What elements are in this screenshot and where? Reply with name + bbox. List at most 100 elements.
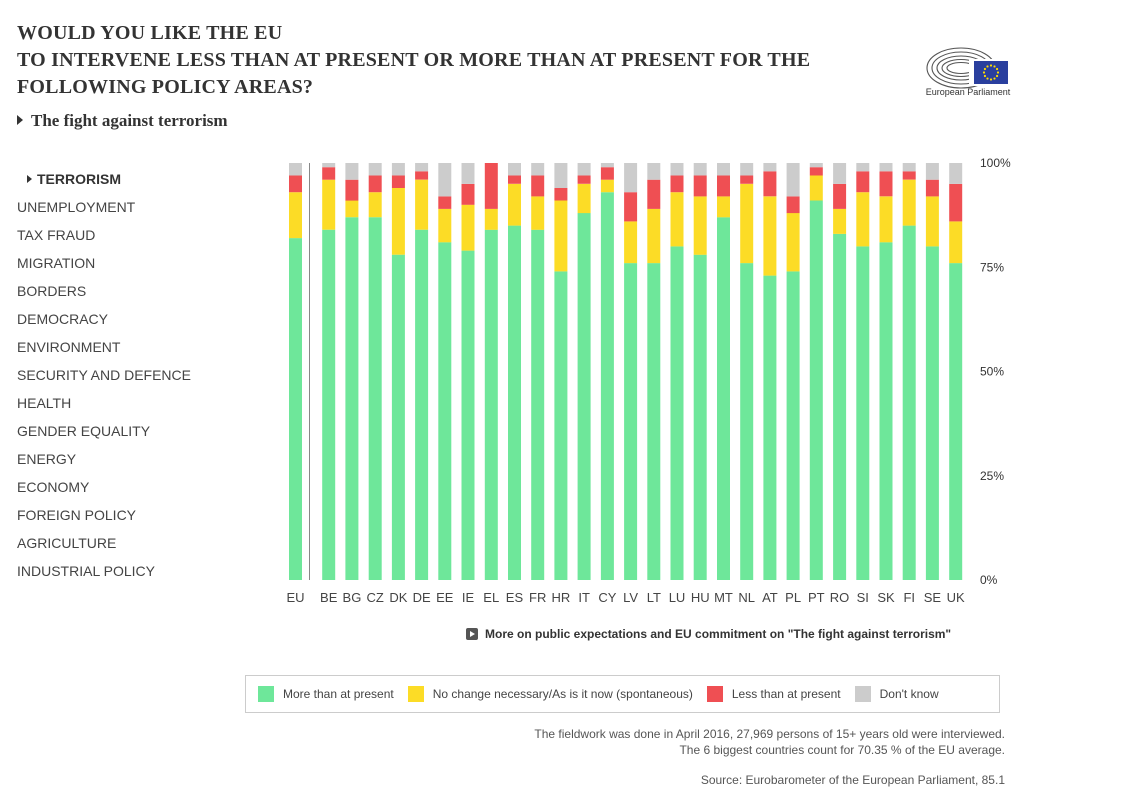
bar-segment-more bbox=[670, 246, 684, 580]
bar-nl[interactable] bbox=[740, 163, 754, 580]
topic-item-democracy[interactable]: DEMOCRACY bbox=[17, 309, 191, 337]
bar-at[interactable] bbox=[763, 163, 777, 580]
bar-segment-less bbox=[856, 171, 870, 193]
x-tick-label: MT bbox=[714, 590, 733, 605]
bar-segment-no-change bbox=[647, 208, 661, 264]
bar-segment-dont-know bbox=[415, 163, 429, 172]
topic-label: DEMOCRACY bbox=[17, 311, 109, 327]
bar-segment-less bbox=[600, 167, 614, 180]
eu-flag-icon bbox=[974, 61, 1008, 84]
topic-item-agriculture[interactable]: AGRICULTURE bbox=[17, 533, 191, 561]
bar-segment-more bbox=[415, 229, 429, 580]
bar-pt[interactable] bbox=[809, 163, 823, 580]
bar-segment-no-change bbox=[949, 221, 963, 264]
bar-lu[interactable] bbox=[670, 163, 684, 580]
bar-bg[interactable] bbox=[345, 163, 359, 580]
bar-be[interactable] bbox=[322, 163, 336, 580]
play-icon bbox=[466, 628, 478, 640]
x-tick-label: UK bbox=[947, 590, 965, 605]
bar-segment-dont-know bbox=[345, 163, 359, 180]
bar-fr[interactable] bbox=[531, 163, 545, 580]
bar-segment-dont-know bbox=[554, 163, 568, 188]
topic-item-migration[interactable]: MIGRATION bbox=[17, 253, 191, 281]
bar-pl[interactable] bbox=[786, 163, 800, 580]
bar-hu[interactable] bbox=[693, 163, 707, 580]
legend-label: Less than at present bbox=[731, 687, 841, 701]
legend-item-less[interactable]: Less than at present bbox=[706, 686, 841, 702]
topic-label: TAX FRAUD bbox=[17, 227, 96, 243]
bar-segment-less bbox=[415, 171, 429, 180]
bar-si[interactable] bbox=[856, 163, 870, 580]
flag-star-icon bbox=[995, 74, 999, 78]
bar-ie[interactable] bbox=[461, 163, 475, 580]
legend-item-no-change[interactable]: No change necessary/As is it now (sponta… bbox=[407, 686, 693, 702]
topic-item-industrial-policy[interactable]: INDUSTRIAL POLICY bbox=[17, 561, 191, 589]
bar-segment-less bbox=[345, 179, 359, 201]
x-tick-label: CZ bbox=[366, 590, 383, 605]
bar-segment-dont-know bbox=[438, 163, 452, 197]
topic-item-energy[interactable]: ENERGY bbox=[17, 449, 191, 477]
topic-item-environment[interactable]: ENVIRONMENT bbox=[17, 337, 191, 365]
bar-segment-less bbox=[554, 188, 568, 201]
topic-item-unemployment[interactable]: UNEMPLOYMENT bbox=[17, 197, 191, 225]
bar-segment-no-change bbox=[531, 196, 545, 230]
bar-uk[interactable] bbox=[949, 163, 963, 580]
topic-item-security-and-defence[interactable]: SECURITY AND DEFENCE bbox=[17, 365, 191, 393]
bar-it[interactable] bbox=[577, 163, 591, 580]
flag-star-icon bbox=[989, 64, 993, 67]
bar-segment-more bbox=[925, 246, 939, 580]
topic-item-tax-fraud[interactable]: TAX FRAUD bbox=[17, 225, 191, 253]
topic-label: ENVIRONMENT bbox=[17, 339, 121, 355]
bar-ro[interactable] bbox=[833, 163, 847, 580]
triangle-right-icon bbox=[17, 115, 23, 125]
bar-segment-dont-know bbox=[577, 163, 591, 176]
bar-segment-dont-know bbox=[461, 163, 475, 184]
bar-se[interactable] bbox=[925, 163, 939, 580]
topic-label: HEALTH bbox=[17, 395, 72, 411]
chart-subtitle: The fight against terrorism bbox=[17, 111, 228, 131]
bar-segment-dont-know bbox=[322, 163, 336, 168]
bar-hr[interactable] bbox=[554, 163, 568, 580]
bar-segment-less bbox=[717, 175, 730, 197]
bar-el[interactable] bbox=[484, 163, 498, 580]
flag-star-icon bbox=[993, 77, 996, 80]
bar-sk[interactable] bbox=[879, 163, 893, 580]
bar-segment-dont-know bbox=[670, 163, 684, 176]
topic-item-health[interactable]: HEALTH bbox=[17, 393, 191, 421]
topic-item-foreign-policy[interactable]: FOREIGN POLICY bbox=[17, 505, 191, 533]
bar-segment-dont-know bbox=[740, 163, 754, 176]
bar-ee[interactable] bbox=[438, 163, 452, 580]
chart-title: WOULD YOU LIKE THE EU TO INTERVENE LESS … bbox=[17, 20, 810, 101]
bar-segment-less bbox=[368, 175, 382, 193]
bar-lv[interactable] bbox=[624, 163, 638, 580]
bar-segment-less bbox=[786, 196, 800, 214]
x-tick-label: LU bbox=[669, 590, 686, 605]
legend-item-more[interactable]: More than at present bbox=[258, 686, 394, 702]
bar-segment-more bbox=[554, 271, 568, 580]
bar-fi[interactable] bbox=[902, 163, 916, 580]
topic-item-gender-equality[interactable]: GENDER EQUALITY bbox=[17, 421, 191, 449]
topic-item-terrorism[interactable]: TERRORISM bbox=[17, 169, 191, 197]
bar-es[interactable] bbox=[508, 163, 521, 580]
bar-cy[interactable] bbox=[600, 163, 614, 580]
bar-segment-less bbox=[624, 192, 638, 222]
bar-segment-dont-know bbox=[925, 163, 939, 180]
bar-segment-less bbox=[531, 175, 545, 197]
more-info-link[interactable]: More on public expectations and EU commi… bbox=[466, 627, 951, 641]
bar-dk[interactable] bbox=[391, 163, 405, 580]
topic-label: TERRORISM bbox=[37, 171, 121, 187]
bar-segment-more bbox=[345, 217, 359, 580]
x-tick-label: CY bbox=[598, 590, 616, 605]
bar-segment-more bbox=[600, 192, 614, 580]
bar-eu[interactable] bbox=[289, 163, 302, 580]
bar-cz[interactable] bbox=[368, 163, 382, 580]
legend-item-dont-know[interactable]: Don't know bbox=[854, 686, 939, 702]
bar-de[interactable] bbox=[415, 163, 429, 580]
bar-lt[interactable] bbox=[647, 163, 661, 580]
chart-legend: More than at present No change necessary/… bbox=[245, 675, 1000, 713]
bar-segment-less bbox=[740, 175, 754, 184]
topic-item-economy[interactable]: ECONOMY bbox=[17, 477, 191, 505]
bar-mt[interactable] bbox=[717, 163, 730, 580]
logo-label: European Parliament bbox=[925, 87, 1011, 97]
topic-item-borders[interactable]: BORDERS bbox=[17, 281, 191, 309]
